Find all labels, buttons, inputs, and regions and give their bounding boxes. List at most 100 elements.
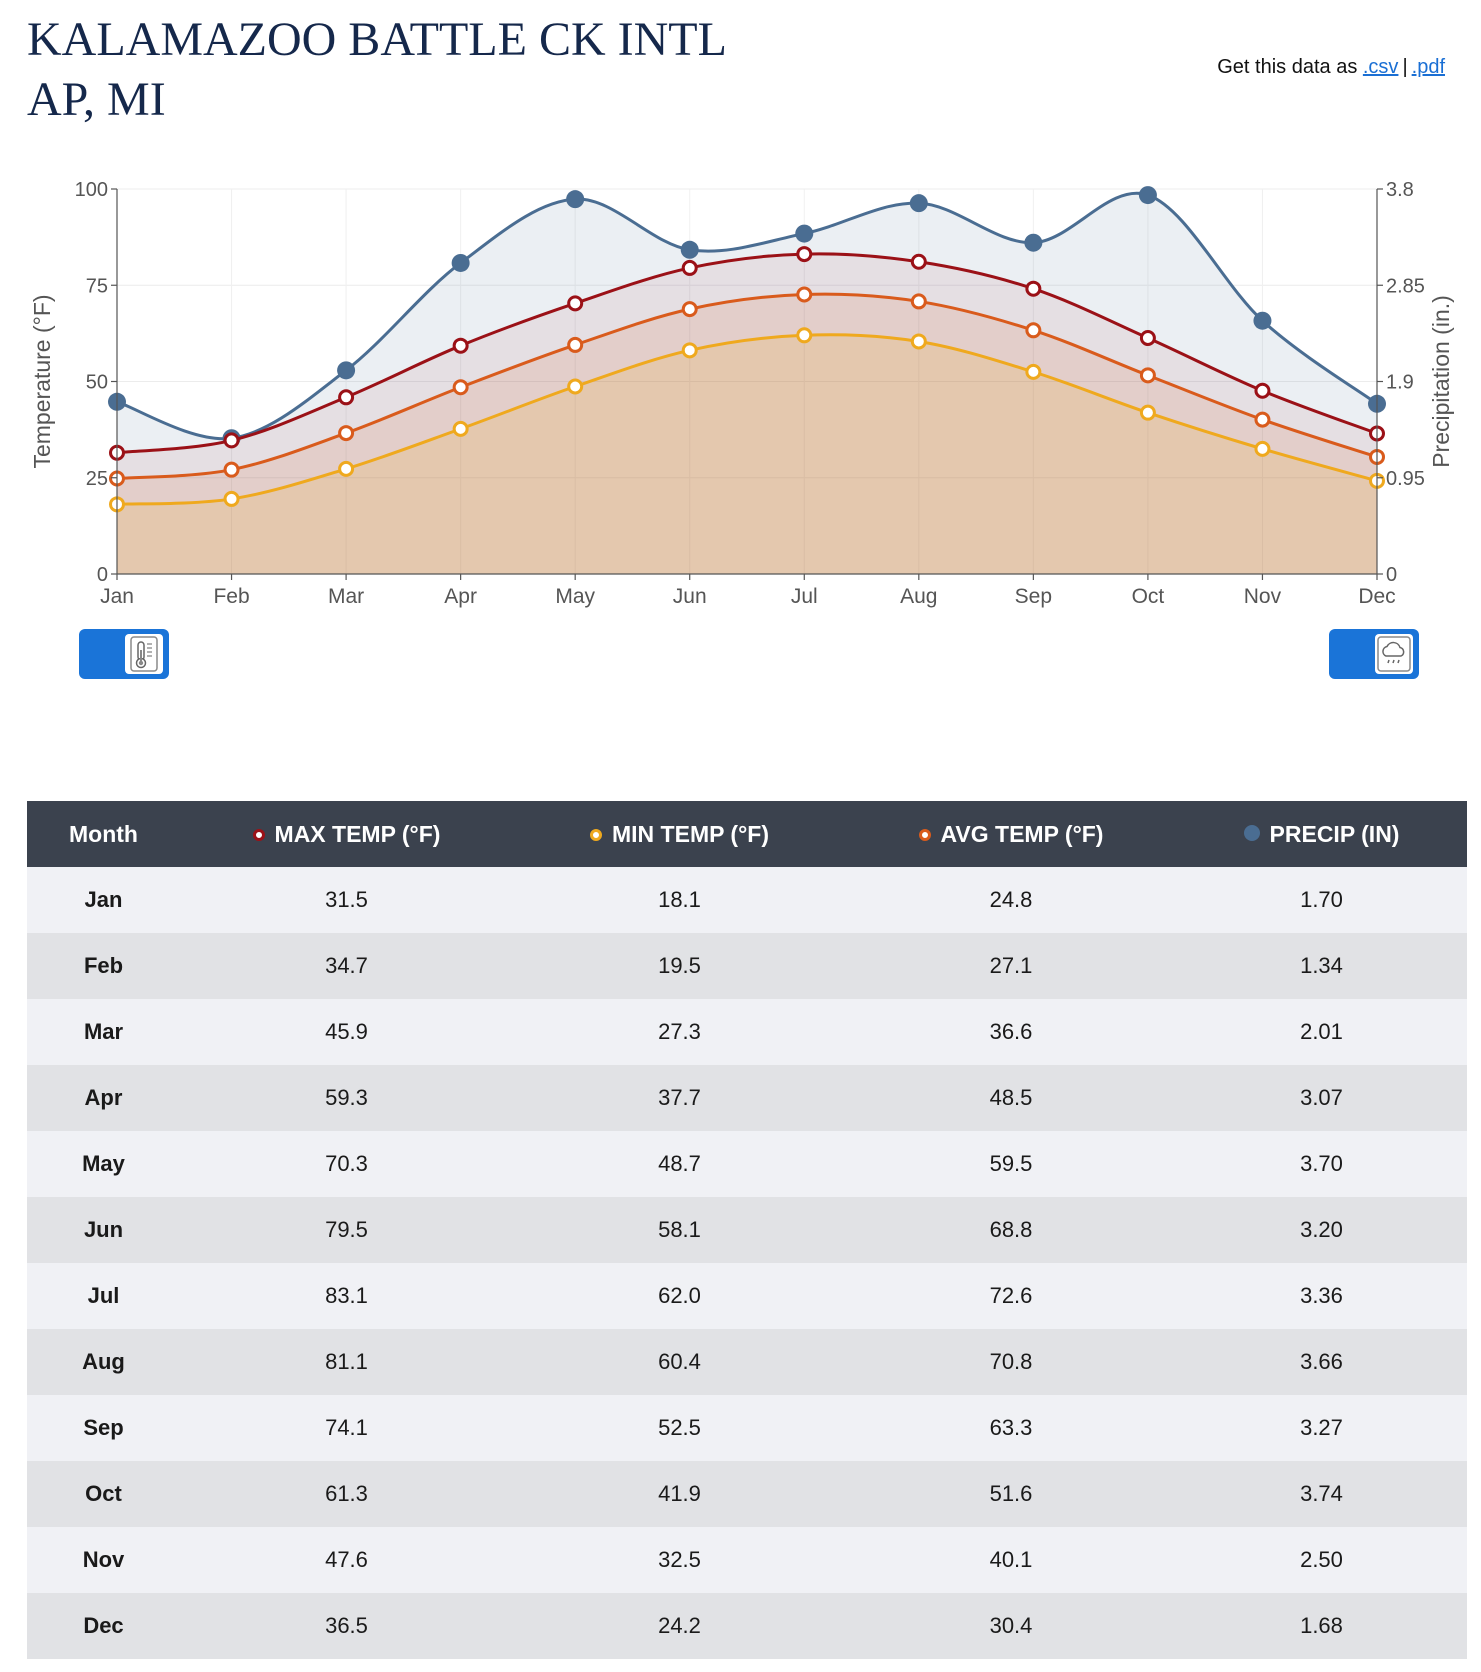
left-tick-label: 0 — [97, 564, 108, 586]
precip-cell: 3.27 — [1300, 1415, 1343, 1440]
link-separator: | — [1402, 56, 1408, 78]
series-area — [117, 294, 1377, 574]
data-point — [1253, 311, 1272, 330]
x-tick-label: Jan — [100, 585, 134, 608]
series-min-temp-f — [109, 327, 1385, 574]
min-cell: 18.1 — [658, 887, 701, 912]
max-cell: 74.1 — [325, 1415, 368, 1440]
precipitation-toggle[interactable] — [1329, 629, 1419, 679]
precip-cell: 3.74 — [1300, 1481, 1343, 1506]
thermometer-icon — [130, 636, 158, 672]
avg-cell: 63.3 — [989, 1415, 1033, 1440]
month-cell: Apr — [84, 1085, 123, 1110]
avg-cell: 27.1 — [989, 953, 1033, 978]
rain-cloud-icon — [1377, 636, 1411, 672]
left-tick-label: 25 — [86, 468, 108, 490]
series-area — [117, 253, 1377, 574]
right-tick-label: 2.85 — [1386, 275, 1425, 297]
min-temp-column-header: MIN TEMP (°F) — [513, 801, 846, 867]
right-tick-label: 0.95 — [1386, 468, 1425, 490]
data-point — [681, 342, 698, 359]
data-point — [681, 301, 698, 318]
month-cell: Sep — [83, 1415, 124, 1440]
precip-cell: 3.70 — [1300, 1151, 1343, 1176]
right-axis-title: Precipitation (in.) — [1428, 295, 1454, 468]
month-cell: Jun — [83, 1217, 124, 1242]
data-point — [795, 224, 814, 243]
max-temp-column-header: MAX TEMP (°F) — [180, 801, 513, 867]
pdf-download-link[interactable]: .pdf — [1411, 56, 1445, 78]
data-point — [337, 361, 356, 380]
series-line — [116, 252, 1378, 455]
table-row: Dec 36.5 24.2 30.4 1.68 — [27, 1593, 1467, 1659]
data-point — [451, 253, 470, 272]
data-point — [1025, 363, 1042, 380]
min-temp-legend-dot — [590, 828, 602, 841]
data-point — [1139, 367, 1156, 384]
precip-legend-dot — [1243, 824, 1260, 841]
table-row: Jun 79.5 58.1 68.8 3.20 — [27, 1197, 1467, 1263]
max-cell: 79.5 — [325, 1217, 368, 1242]
temperature-toggle[interactable] — [79, 629, 169, 679]
month-cell: Nov — [82, 1547, 125, 1572]
station-title-line1: KALAMAZOO BATTLE CK INTL — [27, 13, 727, 66]
series-max-temp-f — [109, 246, 1385, 574]
station-title: KALAMAZOO BATTLE CK INTL AP, MI — [27, 10, 787, 130]
avg-cell: 48.5 — [989, 1085, 1033, 1110]
data-point — [452, 420, 469, 437]
temperature-toggle-knob — [125, 634, 163, 674]
max-temp-legend-dot — [252, 828, 265, 841]
data-point — [1025, 322, 1042, 339]
precipitation-toggle-knob — [1375, 634, 1413, 674]
max-cell: 34.7 — [325, 953, 368, 978]
month-cell: Dec — [83, 1613, 124, 1638]
station-title-line2: AP, MI — [27, 73, 166, 126]
min-cell: 52.5 — [658, 1415, 701, 1440]
get-data-label: Get this data as — [1217, 56, 1358, 78]
avg-cell: 70.8 — [989, 1349, 1033, 1374]
precip-cell: 1.34 — [1300, 953, 1343, 978]
table-row: Jul 83.1 62.0 72.6 3.36 — [27, 1263, 1467, 1329]
series-area — [117, 334, 1377, 574]
table-row: Sep 74.1 52.5 63.3 3.27 — [27, 1395, 1467, 1461]
x-tick-label: Nov — [1244, 585, 1282, 608]
data-point — [1025, 280, 1042, 297]
precip-cell: 3.66 — [1300, 1349, 1343, 1374]
right-tick-label: 0 — [1386, 564, 1397, 586]
left-tick-label: 50 — [86, 372, 108, 394]
data-point — [452, 379, 469, 396]
month-cell: Feb — [83, 953, 124, 978]
data-point — [223, 490, 240, 507]
csv-download-link[interactable]: .csv — [1362, 56, 1399, 78]
data-point — [566, 190, 585, 209]
avg-cell: 24.8 — [989, 887, 1033, 912]
avg-cell: 59.5 — [989, 1151, 1033, 1176]
data-point — [338, 425, 355, 442]
min-cell: 24.2 — [658, 1613, 701, 1638]
data-point — [681, 259, 698, 276]
x-tick-label: May — [555, 585, 595, 608]
table-row: May 70.3 48.7 59.5 3.70 — [27, 1131, 1467, 1197]
month-cell: Aug — [82, 1349, 125, 1374]
min-cell: 27.3 — [658, 1019, 701, 1044]
download-links: Get this data as .csv | .pdf — [1217, 56, 1445, 79]
table-row: Aug 81.1 60.4 70.8 3.66 — [27, 1329, 1467, 1395]
x-tick-label: Oct — [1132, 585, 1165, 608]
precip-cell: 3.07 — [1300, 1085, 1343, 1110]
month-cell: May — [82, 1151, 125, 1176]
climate-table: Month MAX TEMP (°F) MIN TEMP (°F) AVG TE… — [27, 801, 1467, 1659]
data-point — [338, 389, 355, 406]
table-row: Nov 47.6 32.5 40.1 2.50 — [27, 1527, 1467, 1593]
max-cell: 59.3 — [325, 1085, 368, 1110]
max-cell: 47.6 — [325, 1547, 368, 1572]
max-cell: 36.5 — [325, 1613, 368, 1638]
max-cell: 81.1 — [325, 1349, 368, 1374]
x-tick-label: Jul — [791, 585, 818, 608]
month-cell: Jul — [87, 1283, 120, 1308]
data-point — [567, 378, 584, 395]
climate-chart: 0 25 50 75 100 0 0.95 1.9 2.85 3.8 Jan Feb Mar Apr May… — [29, 179, 1454, 608]
x-tick-label: Apr — [444, 585, 477, 608]
avg-cell: 30.4 — [989, 1613, 1033, 1638]
min-cell: 32.5 — [658, 1547, 701, 1572]
table-row: Feb 34.7 19.5 27.1 1.34 — [27, 933, 1467, 999]
